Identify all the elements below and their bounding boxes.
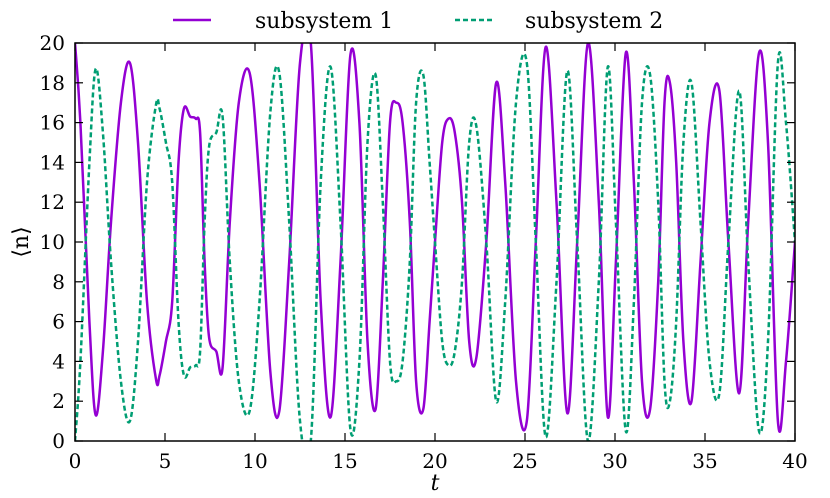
x-tick-label: 15 [332,449,357,473]
y-tick-label: 0 [52,429,65,453]
y-tick-label: 18 [40,71,65,95]
y-tick-label: 6 [52,310,65,334]
y-tick-label: 8 [52,270,65,294]
x-tick-label: 10 [242,449,267,473]
y-tick-label: 20 [40,31,65,55]
legend: subsystem 1 subsystem 2 [173,9,663,34]
x-tick-label: 0 [69,449,82,473]
x-axis-label: t [431,471,440,496]
y-tick-label: 12 [40,190,65,214]
x-tick-label: 40 [782,449,807,473]
x-tick-label: 5 [159,449,172,473]
y-tick-label: 16 [40,111,65,135]
x-tick-label: 25 [512,449,537,473]
series-layer [75,43,795,441]
x-tick-label: 35 [692,449,717,473]
y-tick-label: 14 [40,150,65,174]
y-axis-label: ⟨n⟩ [9,226,34,257]
legend-label-subsystem-2: subsystem 2 [525,9,663,34]
y-tick-label: 4 [52,349,65,373]
x-axis: 0 5 10 15 20 25 30 35 40 [69,43,808,473]
x-tick-label: 30 [602,449,627,473]
series-line-subsystem-1 [75,43,795,433]
legend-label-subsystem-1: subsystem 1 [255,9,393,34]
y-tick-label: 10 [40,230,65,254]
x-tick-label: 20 [422,449,447,473]
y-axis: 0 2 4 6 8 10 12 14 16 18 20 [40,31,795,453]
series-line-subsystem-2 [75,51,795,441]
y-tick-label: 2 [52,389,65,413]
